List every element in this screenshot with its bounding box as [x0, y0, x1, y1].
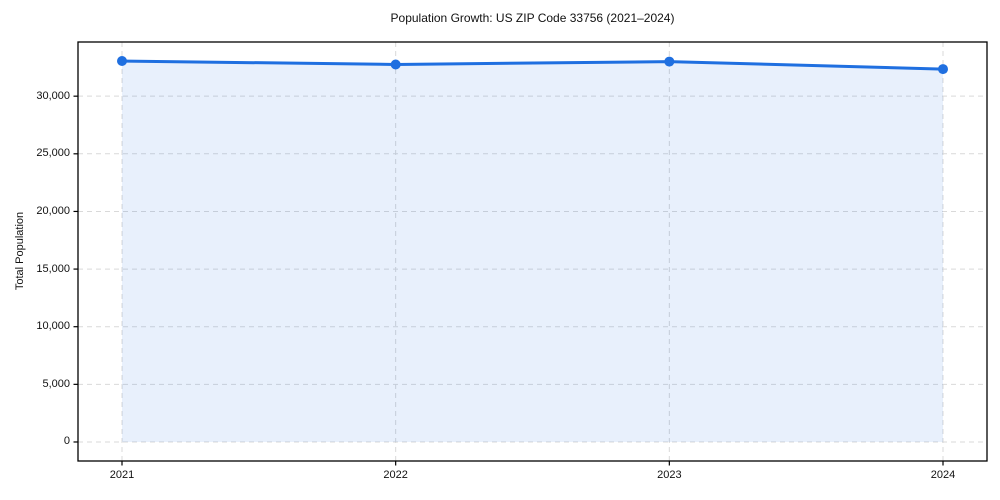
y-axis-tick-label: 15,000 [36, 262, 70, 275]
trend-line [120, 59, 945, 71]
y-axis-tick-label: 5,000 [42, 377, 70, 390]
x-axis-tick-label: 2021 [109, 469, 135, 481]
y-axis-tick-label: 25,000 [36, 147, 70, 160]
x-axis-tick-label: 2024 [930, 469, 956, 481]
y-axis-tick-label: 0 [63, 435, 70, 448]
y-axis-tick-label: 20,000 [36, 204, 70, 217]
y-axis-tick-label: 10,000 [36, 320, 70, 333]
data-point-marker [664, 56, 675, 67]
data-point-marker [117, 56, 127, 67]
data-point-marker [390, 59, 401, 70]
data-point-marker [938, 64, 948, 75]
y-axis-tick-label: 30,000 [36, 89, 70, 102]
x-axis-tick-label: 2022 [383, 469, 408, 481]
plot-border [77, 41, 988, 462]
x-axis-tick-label: 2023 [657, 469, 682, 481]
chart-title: Population Growth: US ZIP Code 33756 (20… [390, 11, 675, 25]
area-fill [122, 61, 943, 442]
